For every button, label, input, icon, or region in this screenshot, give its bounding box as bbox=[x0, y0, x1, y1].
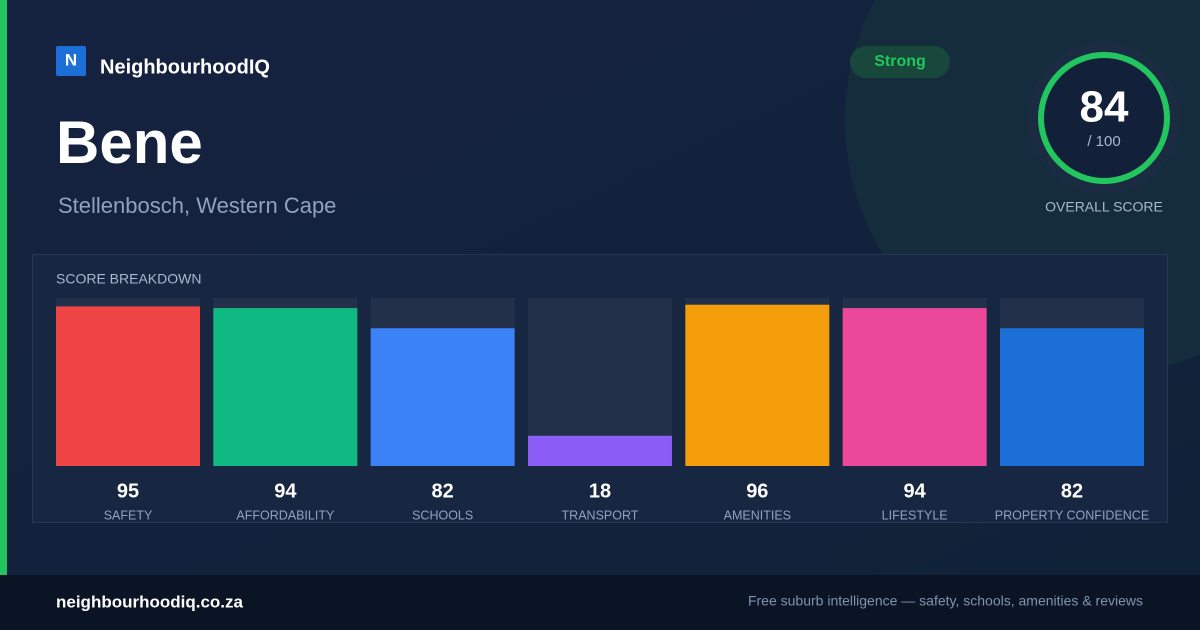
bar-value: 82 bbox=[1061, 480, 1083, 502]
badge bbox=[850, 46, 950, 78]
bar bbox=[370, 328, 515, 466]
bar-value: 95 bbox=[117, 480, 139, 502]
bar bbox=[999, 328, 1144, 466]
overall-label: OVERALL SCORE bbox=[1045, 199, 1163, 215]
score-ring bbox=[1038, 52, 1170, 184]
accent-stripe bbox=[0, 0, 7, 575]
logo-letter: N bbox=[65, 50, 77, 69]
overall-score: 84 bbox=[1080, 83, 1129, 132]
bar-category: SCHOOLS bbox=[412, 508, 473, 522]
bar-category: LIFESTYLE bbox=[882, 508, 948, 522]
bar-value: 94 bbox=[274, 480, 297, 502]
bar-category: PROPERTY CONFIDENCE bbox=[995, 508, 1149, 522]
bar bbox=[56, 306, 200, 466]
bar bbox=[527, 435, 672, 466]
bar bbox=[213, 308, 358, 466]
bar-value: 82 bbox=[432, 480, 454, 502]
logo-box bbox=[56, 46, 86, 76]
bar-value: 18 bbox=[589, 480, 611, 502]
suburb-name: Bene bbox=[56, 109, 203, 176]
bar-category: TRANSPORT bbox=[562, 508, 639, 522]
footer-site: neighbourhoodiq.co.za bbox=[56, 592, 244, 611]
bar-category: SAFETY bbox=[104, 508, 153, 522]
bar-category: AFFORDABILITY bbox=[236, 508, 335, 522]
brand-name: NeighbourhoodIQ bbox=[100, 56, 270, 78]
location: Stellenbosch, Western Cape bbox=[58, 193, 336, 218]
bar-value: 94 bbox=[904, 480, 927, 502]
breakdown-title: SCORE BREAKDOWN bbox=[56, 271, 201, 287]
overall-out-of: / 100 bbox=[1087, 133, 1120, 150]
bar-value: 96 bbox=[746, 480, 768, 502]
bar bbox=[842, 308, 987, 466]
footer bbox=[0, 575, 1200, 630]
bar-category: AMENITIES bbox=[724, 508, 791, 522]
footer-tagline: Free suburb intelligence — safety, schoo… bbox=[748, 593, 1143, 609]
badge-text: Strong bbox=[874, 53, 926, 70]
bar bbox=[685, 304, 830, 466]
